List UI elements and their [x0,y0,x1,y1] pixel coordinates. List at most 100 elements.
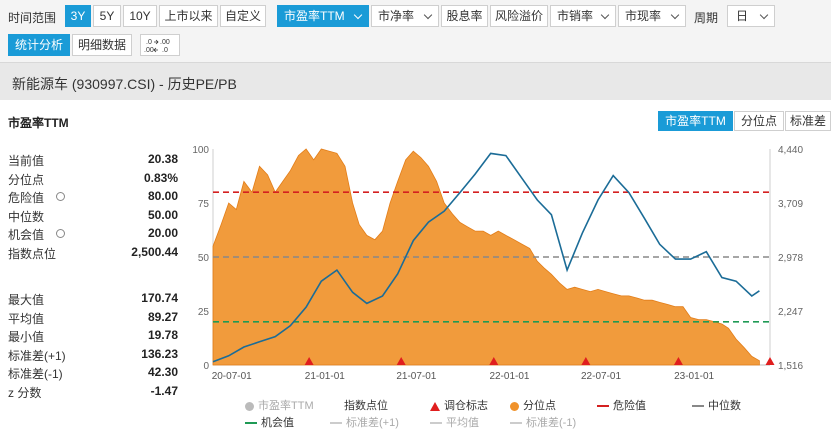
rebalance-marker [396,357,406,365]
stat-value: 2,500.44 [131,245,178,259]
svg-text:.00: .00 [160,39,170,46]
rebalance-marker [765,357,775,365]
stat-row: 最小值 19.78 [8,328,178,344]
time-3y-button[interactable]: 3Y [65,5,91,27]
svg-text:.00: .00 [144,47,154,54]
y-left-tick-label: 50 [198,253,210,264]
legend-item[interactable]: 市盈率TTM [245,399,314,413]
rebalance-marker [304,357,314,365]
stat-row: 当前值 20.38 [8,152,178,168]
decimal-toggle-button[interactable]: .0 .00 .00 .0 [140,34,180,56]
legend-label: 危险值 [613,400,646,412]
legend-label: 标准差(-1) [526,417,577,429]
stat-value: 89.27 [147,309,178,324]
stat-row: 机会值 20.00 [8,226,178,242]
legend-swatch-icon [330,422,342,425]
legend-label: 分位点 [523,400,556,412]
stat-row: 危险值 80.00 [8,189,178,205]
chart-legend: 市盈率TTM 指数点位 调仓标志 分位点 危险值 中位数机会值 标准差(+1) 平均值 标准差(… [190,396,790,432]
legend-label: 标准差(+1) [346,417,399,429]
legend-label: 中位数 [708,400,741,412]
legend-item[interactable]: 调仓标志 [430,399,488,413]
stat-value: 170.74 [141,291,178,305]
legend-label: 指数点位 [344,400,388,412]
svg-text:.0: .0 [146,39,152,46]
tab-statistics[interactable]: 统计分析 [8,34,70,56]
stat-row: 分位点 0.83% [8,171,178,187]
toolbar: 时间范围 3Y 5Y 10Y 上市以来 自定义 市盈率TTM 市净率 股息率 风… [0,0,831,62]
stat-row: 最大值 170.74 [8,291,178,307]
gear-icon[interactable] [56,192,65,202]
y-left-tick-label: 75 [198,199,210,210]
time-5y-button[interactable]: 5Y [93,5,121,27]
panel-title: 市盈率TTM [8,116,69,130]
metric-dividend-button[interactable]: 股息率 [441,5,488,27]
stat-value: 19.78 [147,328,178,342]
toolbar-row-views: 统计分析 明细数据 .0 .00 .00 .0 [0,34,831,58]
legend-item[interactable]: 中位数 [692,399,741,413]
legend-swatch-icon [510,401,519,411]
y-left-tick-label: 25 [198,307,210,318]
time-custom-button[interactable]: 自定义 [220,5,266,27]
y-right-tick-label: 2,247 [778,307,803,318]
legend-swatch-icon [245,401,254,411]
stat-row: z 分数 -1.47 [8,384,178,400]
legend-item[interactable]: 标准差(-1) [510,416,576,430]
legend-swatch-icon [430,401,440,411]
stat-label: 危险值 [8,191,45,206]
period-label: 周期 [694,11,719,25]
stat-label: 机会值 [8,228,45,243]
page-title: 新能源车 (930997.CSI) - 历史PE/PB [12,76,237,92]
stat-row: 平均值 89.27 [8,310,178,326]
stat-label: z 分数 [8,385,42,400]
legend-label: 平均值 [446,417,479,429]
legend-swatch-icon [597,405,609,408]
legend-item[interactable]: 指数点位 [340,399,388,413]
chart-tab-pe-ttm[interactable]: 市盈率TTM [658,111,733,131]
stat-label: 分位点 [8,172,45,187]
period-dropdown[interactable]: 日 [727,5,775,27]
stat-value: 20.00 [147,226,178,241]
legend-swatch-icon [430,422,442,425]
metric-risk-premium-button[interactable]: 风险溢价 [490,5,548,27]
x-tick-label: 20-07-01 [212,371,252,382]
x-tick-label: 22-07-01 [581,371,621,382]
index-line [212,152,760,363]
legend-item[interactable]: 标准差(+1) [330,416,399,430]
x-tick-label: 21-07-01 [396,371,436,382]
metric-pe-ttm-dropdown[interactable]: 市盈率TTM [277,5,369,27]
legend-item[interactable]: 机会值 [245,416,294,430]
page-title-bar: 新能源车 (930997.CSI) - 历史PE/PB [0,62,831,100]
legend-item[interactable]: 平均值 [430,416,479,430]
time-since-listing-button[interactable]: 上市以来 [159,5,218,27]
stat-label: 指数点位 [8,247,57,261]
stat-label: 中位数 [8,209,45,224]
time-10y-button[interactable]: 10Y [123,5,157,27]
rebalance-marker [581,357,591,365]
stat-value: 50.00 [147,207,178,222]
legend-label: 市盈率TTM [258,400,314,412]
percentile-area [212,148,760,366]
tab-detail-data[interactable]: 明细数据 [72,34,132,56]
metric-pcf-dropdown[interactable]: 市现率 [618,5,686,27]
chart-tab-percentile[interactable]: 分位点 [734,111,784,131]
stat-value: 136.23 [141,346,178,361]
stat-value: 0.83% [143,170,178,185]
stat-label: 平均值 [8,311,45,326]
stat-label: 标准差(-1) [8,367,63,381]
stat-label: 最大值 [8,293,45,307]
y-right-tick-label: 3,709 [778,199,803,210]
legend-item[interactable]: 分位点 [510,399,556,413]
metric-ps-dropdown[interactable]: 市销率 [550,5,616,27]
metric-pb-dropdown[interactable]: 市净率 [371,5,439,27]
legend-item[interactable]: 危险值 [597,399,646,413]
x-tick-label: 23-01-01 [674,371,714,382]
legend-label: 调仓标志 [444,400,488,412]
chart-tab-stddev[interactable]: 标准差 [785,111,831,131]
stat-label: 当前值 [8,154,45,168]
y-right-tick-label: 4,440 [778,145,803,156]
svg-text:.0: .0 [162,47,168,54]
gear-icon[interactable] [56,229,65,239]
stat-value: 80.00 [147,189,178,204]
legend-swatch-icon [245,422,257,425]
